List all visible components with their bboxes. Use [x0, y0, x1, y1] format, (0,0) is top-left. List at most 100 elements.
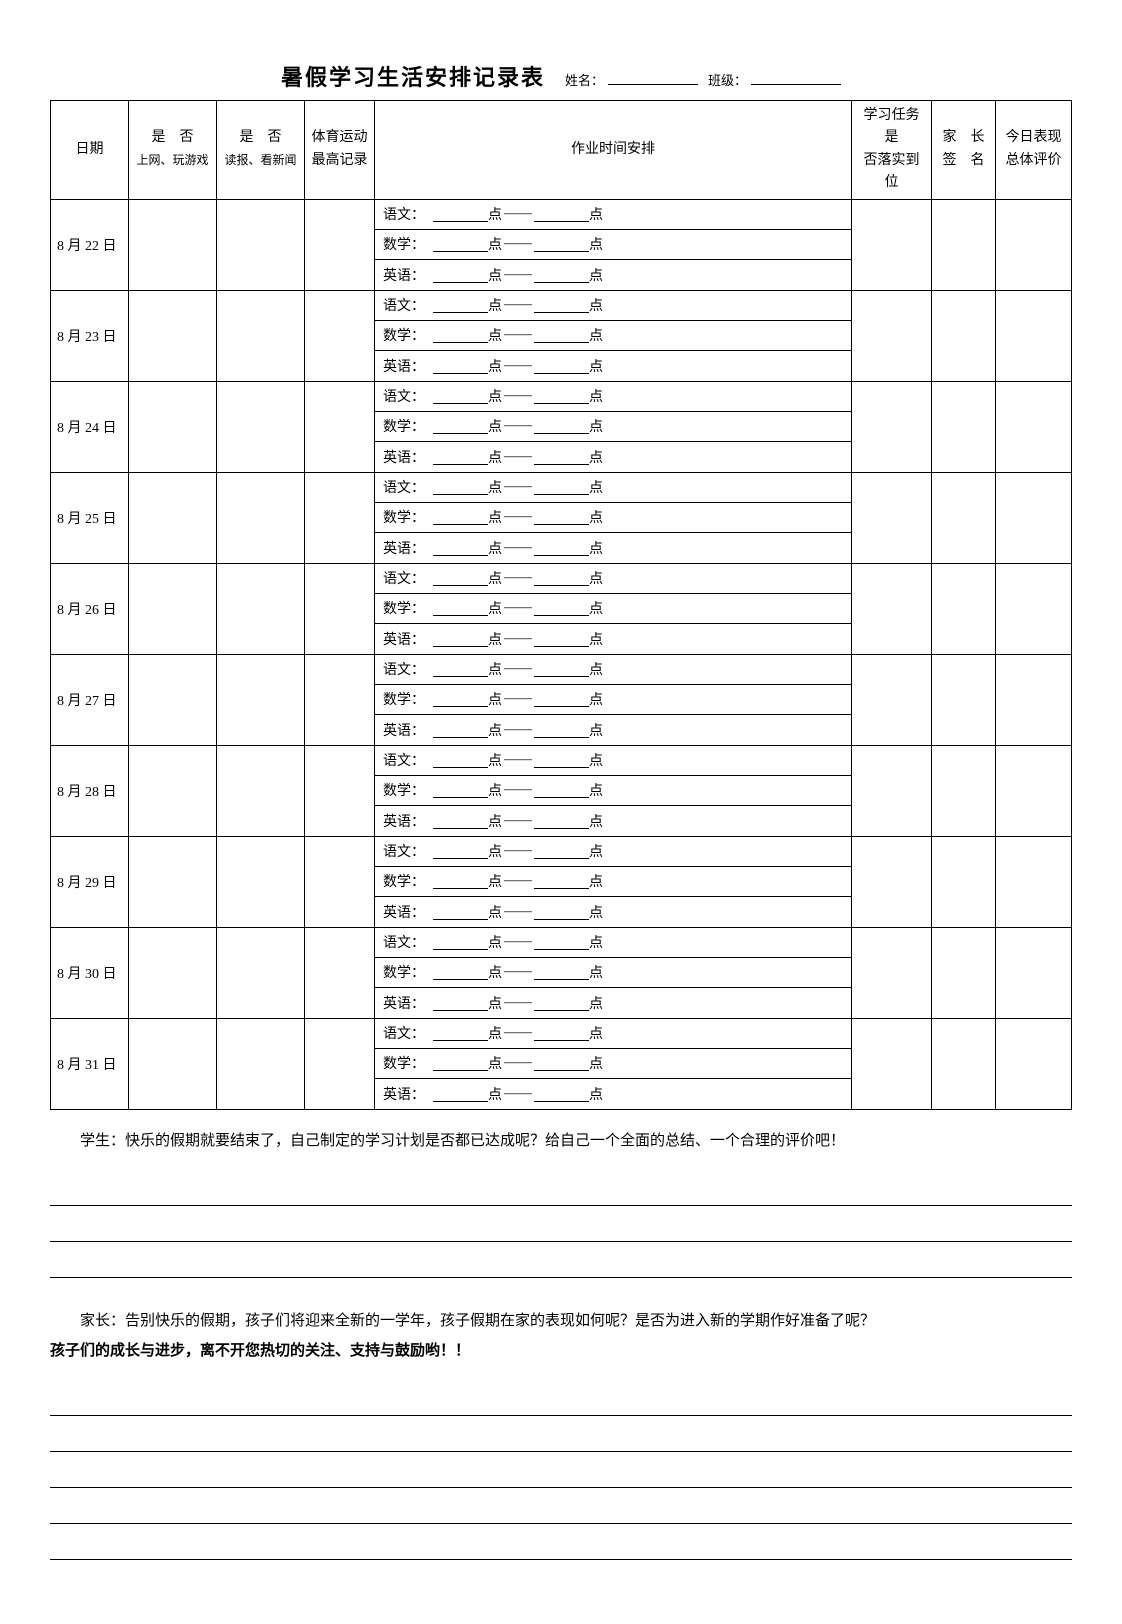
writing-line[interactable] [50, 1528, 1072, 1560]
time-end-blank[interactable] [534, 934, 589, 950]
empty-cell[interactable] [129, 654, 217, 745]
empty-cell[interactable] [305, 745, 375, 836]
time-end-blank[interactable] [534, 661, 589, 677]
time-end-blank[interactable] [534, 297, 589, 313]
empty-cell[interactable] [129, 472, 217, 563]
empty-cell[interactable] [996, 927, 1072, 1018]
time-start-blank[interactable] [433, 327, 488, 343]
time-start-blank[interactable] [433, 934, 488, 950]
writing-line[interactable] [50, 1210, 1072, 1242]
time-start-blank[interactable] [433, 964, 488, 980]
time-start-blank[interactable] [433, 782, 488, 798]
empty-cell[interactable] [852, 290, 932, 381]
time-end-blank[interactable] [534, 782, 589, 798]
empty-cell[interactable] [217, 472, 305, 563]
empty-cell[interactable] [852, 199, 932, 290]
empty-cell[interactable] [129, 563, 217, 654]
time-start-blank[interactable] [433, 358, 488, 374]
time-end-blank[interactable] [534, 509, 589, 525]
empty-cell[interactable] [932, 1018, 996, 1109]
empty-cell[interactable] [996, 290, 1072, 381]
empty-cell[interactable] [305, 654, 375, 745]
time-start-blank[interactable] [433, 540, 488, 556]
empty-cell[interactable] [305, 927, 375, 1018]
time-start-blank[interactable] [433, 1086, 488, 1102]
time-start-blank[interactable] [433, 509, 488, 525]
empty-cell[interactable] [996, 472, 1072, 563]
writing-line[interactable] [50, 1492, 1072, 1524]
empty-cell[interactable] [852, 472, 932, 563]
empty-cell[interactable] [932, 381, 996, 472]
empty-cell[interactable] [305, 836, 375, 927]
time-end-blank[interactable] [534, 691, 589, 707]
time-end-blank[interactable] [534, 388, 589, 404]
time-start-blank[interactable] [433, 691, 488, 707]
time-end-blank[interactable] [534, 752, 589, 768]
time-end-blank[interactable] [534, 995, 589, 1011]
empty-cell[interactable] [852, 654, 932, 745]
empty-cell[interactable] [129, 927, 217, 1018]
empty-cell[interactable] [217, 290, 305, 381]
time-start-blank[interactable] [433, 722, 488, 738]
empty-cell[interactable] [932, 290, 996, 381]
empty-cell[interactable] [996, 381, 1072, 472]
empty-cell[interactable] [852, 1018, 932, 1109]
time-end-blank[interactable] [534, 1086, 589, 1102]
empty-cell[interactable] [996, 563, 1072, 654]
empty-cell[interactable] [129, 836, 217, 927]
time-start-blank[interactable] [433, 600, 488, 616]
empty-cell[interactable] [217, 836, 305, 927]
time-start-blank[interactable] [433, 813, 488, 829]
time-start-blank[interactable] [433, 297, 488, 313]
time-start-blank[interactable] [433, 1025, 488, 1041]
time-end-blank[interactable] [534, 600, 589, 616]
time-end-blank[interactable] [534, 327, 589, 343]
empty-cell[interactable] [217, 563, 305, 654]
empty-cell[interactable] [996, 1018, 1072, 1109]
empty-cell[interactable] [996, 199, 1072, 290]
time-end-blank[interactable] [534, 873, 589, 889]
time-start-blank[interactable] [433, 873, 488, 889]
empty-cell[interactable] [932, 199, 996, 290]
time-start-blank[interactable] [433, 449, 488, 465]
writing-line[interactable] [50, 1174, 1072, 1206]
empty-cell[interactable] [932, 472, 996, 563]
time-start-blank[interactable] [433, 479, 488, 495]
time-end-blank[interactable] [534, 479, 589, 495]
time-start-blank[interactable] [433, 236, 488, 252]
time-end-blank[interactable] [534, 418, 589, 434]
empty-cell[interactable] [217, 381, 305, 472]
empty-cell[interactable] [852, 836, 932, 927]
empty-cell[interactable] [932, 563, 996, 654]
empty-cell[interactable] [996, 745, 1072, 836]
empty-cell[interactable] [305, 290, 375, 381]
empty-cell[interactable] [305, 199, 375, 290]
time-start-blank[interactable] [433, 631, 488, 647]
empty-cell[interactable] [305, 1018, 375, 1109]
empty-cell[interactable] [932, 745, 996, 836]
empty-cell[interactable] [217, 1018, 305, 1109]
empty-cell[interactable] [129, 381, 217, 472]
time-start-blank[interactable] [433, 206, 488, 222]
time-end-blank[interactable] [534, 570, 589, 586]
time-start-blank[interactable] [433, 267, 488, 283]
time-start-blank[interactable] [433, 752, 488, 768]
class-blank[interactable] [751, 69, 841, 85]
time-start-blank[interactable] [433, 1055, 488, 1071]
writing-line[interactable] [50, 1246, 1072, 1278]
time-end-blank[interactable] [534, 540, 589, 556]
empty-cell[interactable] [129, 1018, 217, 1109]
time-end-blank[interactable] [534, 722, 589, 738]
writing-line[interactable] [50, 1384, 1072, 1416]
time-end-blank[interactable] [534, 631, 589, 647]
empty-cell[interactable] [129, 290, 217, 381]
empty-cell[interactable] [852, 745, 932, 836]
time-end-blank[interactable] [534, 267, 589, 283]
time-end-blank[interactable] [534, 236, 589, 252]
time-start-blank[interactable] [433, 995, 488, 1011]
time-start-blank[interactable] [433, 904, 488, 920]
time-end-blank[interactable] [534, 449, 589, 465]
empty-cell[interactable] [932, 836, 996, 927]
time-start-blank[interactable] [433, 843, 488, 859]
empty-cell[interactable] [217, 745, 305, 836]
